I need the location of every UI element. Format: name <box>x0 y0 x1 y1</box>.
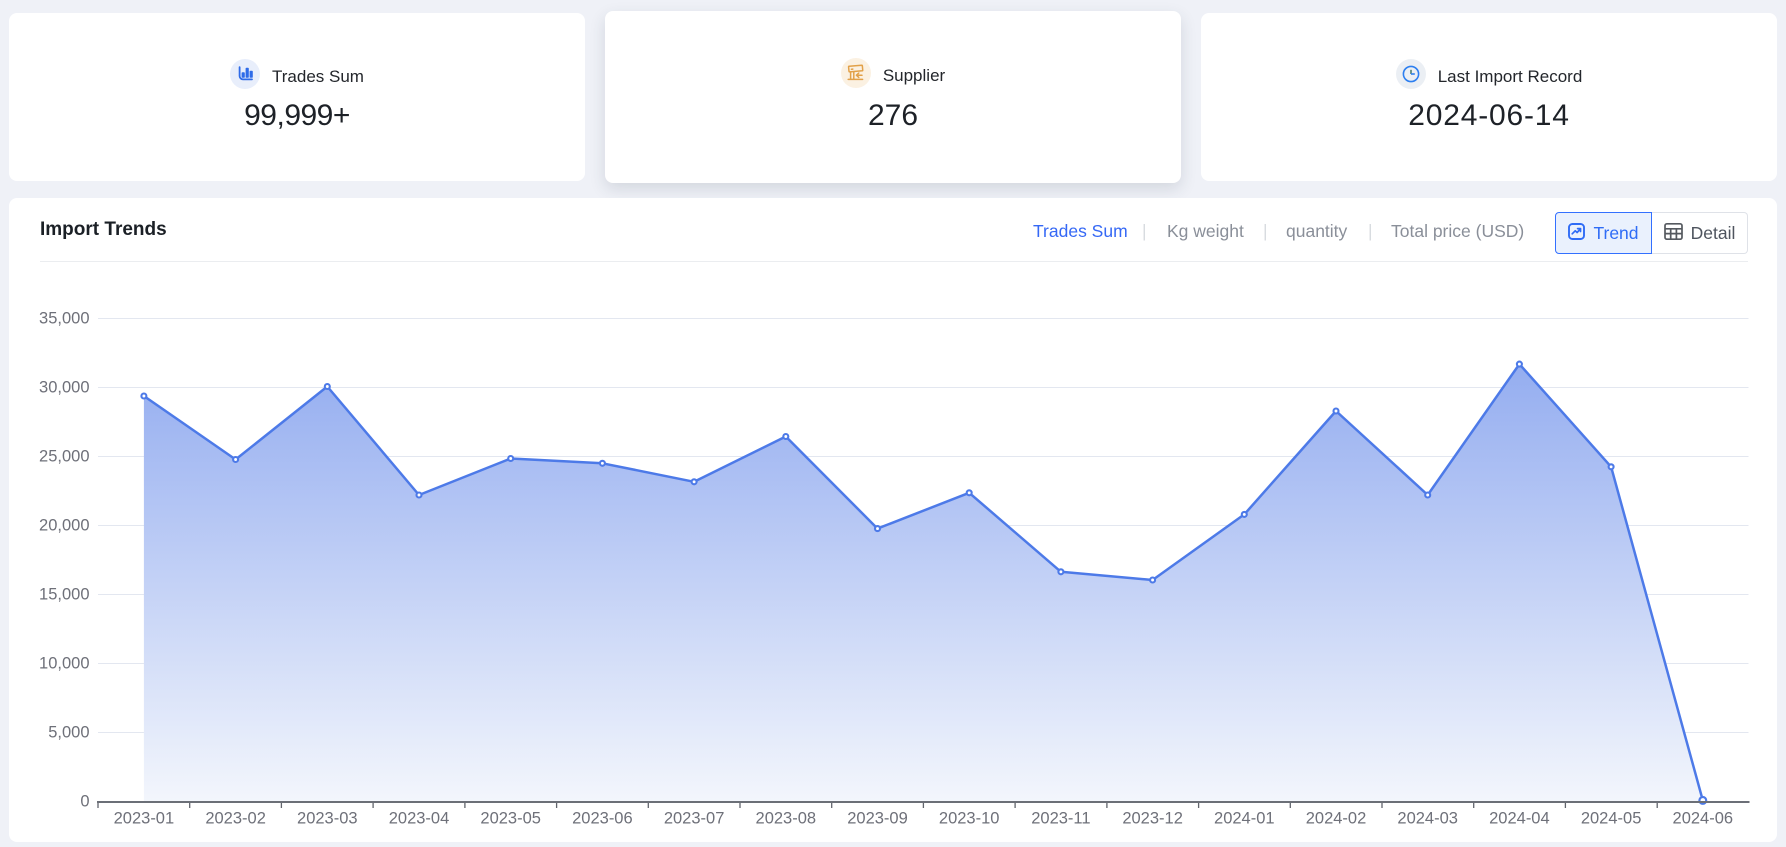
svg-text:2023-01: 2023-01 <box>114 810 175 828</box>
svg-text:20,000: 20,000 <box>39 517 89 535</box>
svg-text:0: 0 <box>80 793 89 811</box>
svg-text:2024-03: 2024-03 <box>1397 810 1458 828</box>
svg-text:5,000: 5,000 <box>48 724 89 742</box>
svg-text:2024-01: 2024-01 <box>1214 810 1275 828</box>
svg-text:2023-07: 2023-07 <box>664 810 725 828</box>
svg-text:2024-06: 2024-06 <box>1673 810 1734 828</box>
svg-text:2023-08: 2023-08 <box>756 810 817 828</box>
svg-text:25,000: 25,000 <box>39 448 89 466</box>
svg-text:2024-04: 2024-04 <box>1489 810 1550 828</box>
svg-text:35,000: 35,000 <box>39 310 89 328</box>
svg-text:2023-02: 2023-02 <box>205 810 266 828</box>
svg-text:15,000: 15,000 <box>39 586 89 604</box>
svg-text:2023-09: 2023-09 <box>847 810 908 828</box>
svg-text:2023-04: 2023-04 <box>389 810 450 828</box>
svg-text:10,000: 10,000 <box>39 655 89 673</box>
svg-text:2023-11: 2023-11 <box>1031 810 1090 828</box>
svg-text:2023-12: 2023-12 <box>1122 810 1183 828</box>
svg-text:30,000: 30,000 <box>39 379 89 397</box>
svg-text:2023-06: 2023-06 <box>572 810 633 828</box>
svg-text:2024-02: 2024-02 <box>1306 810 1367 828</box>
svg-text:2023-10: 2023-10 <box>939 810 1000 828</box>
svg-text:2023-05: 2023-05 <box>480 810 541 828</box>
svg-text:2024-05: 2024-05 <box>1581 810 1642 828</box>
svg-text:2023-03: 2023-03 <box>297 810 358 828</box>
